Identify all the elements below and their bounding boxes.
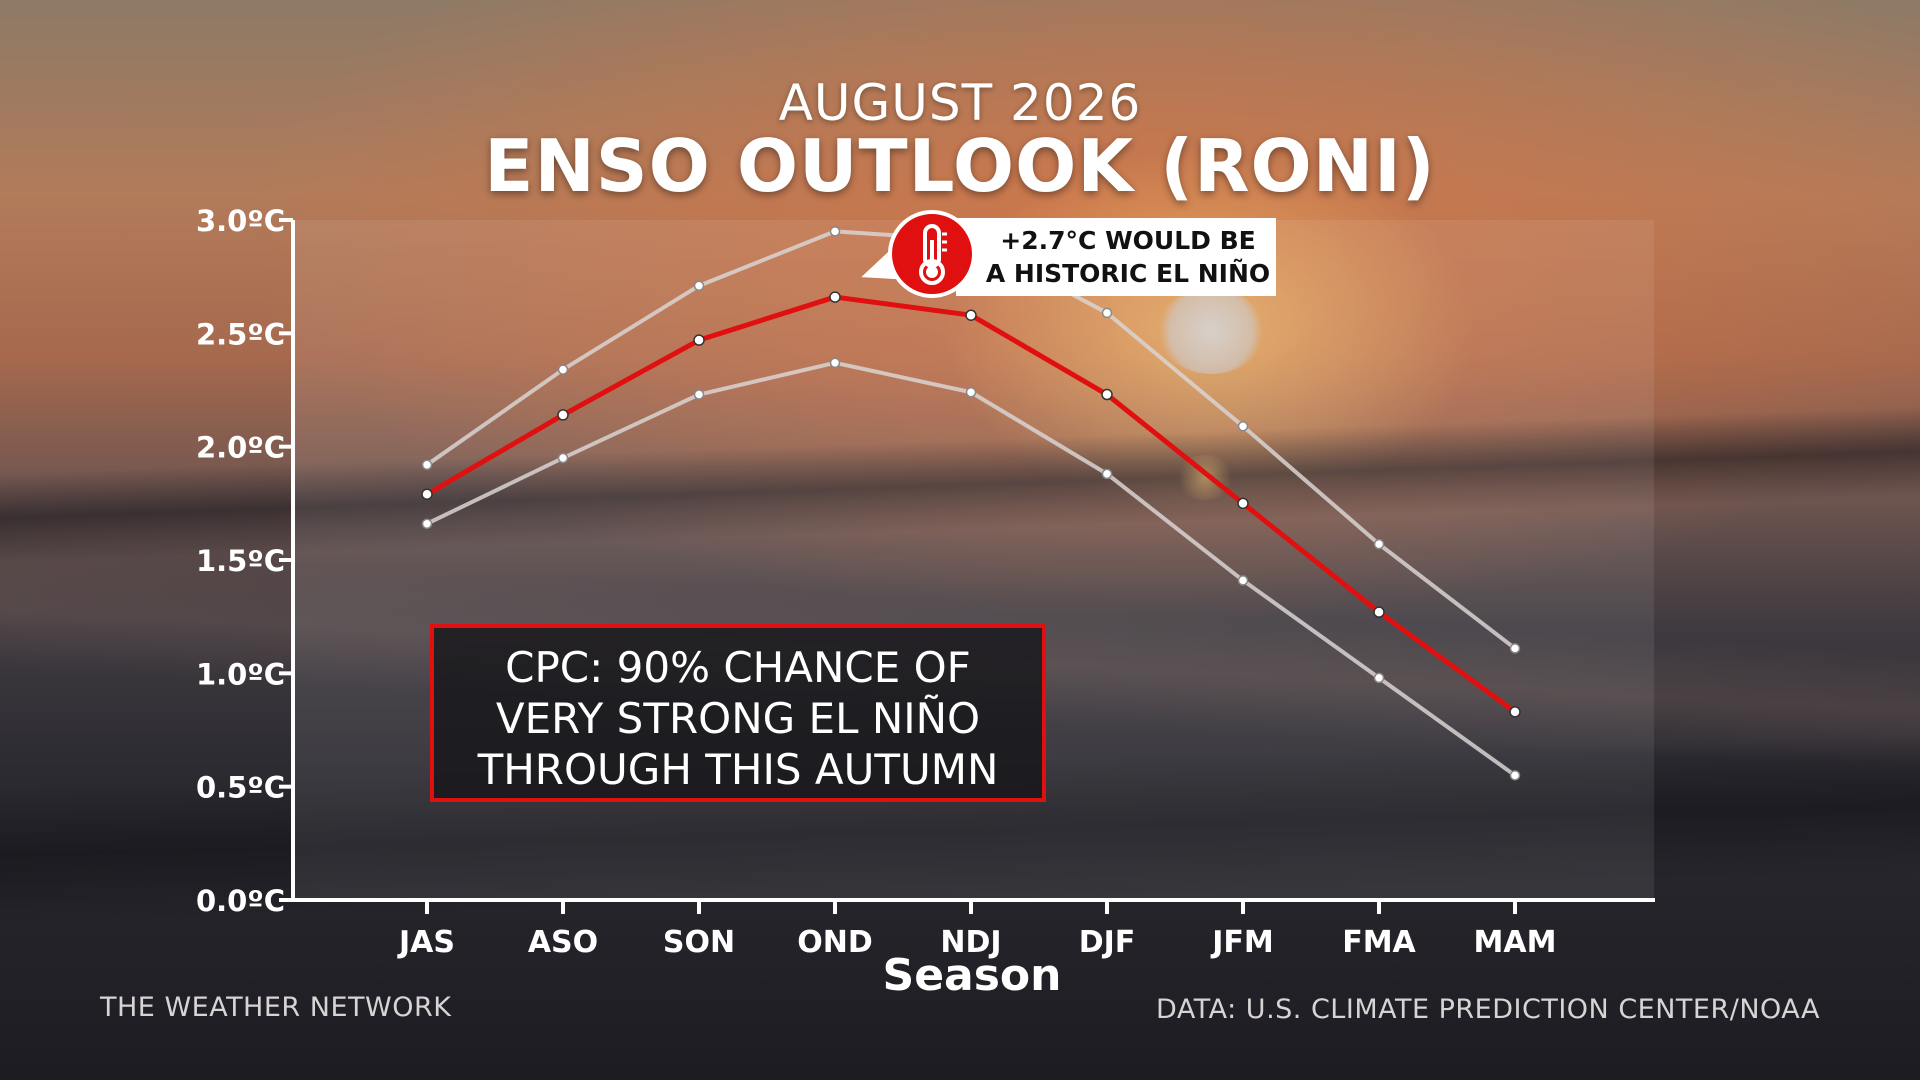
callout-line-1: +2.7°C WOULD BE bbox=[1000, 226, 1256, 255]
lower-data-point bbox=[965, 387, 977, 398]
lower-data-point bbox=[557, 452, 569, 464]
upper-data-point bbox=[557, 364, 569, 375]
y-tick-label: 2.0ºC bbox=[196, 431, 285, 465]
cpc-line-1: CPC: 90% CHANCE OF bbox=[505, 643, 971, 692]
lower-data-point bbox=[1509, 770, 1521, 781]
forecast-data-point bbox=[1373, 606, 1385, 618]
lower-data-point bbox=[1373, 672, 1385, 684]
sun-reflection bbox=[1175, 455, 1235, 500]
upper-data-point bbox=[1509, 643, 1521, 654]
x-tick-label: FMA bbox=[1342, 925, 1416, 960]
cpc-line-2: VERY STRONG EL NIÑO bbox=[495, 694, 981, 743]
upper-data-point bbox=[1101, 307, 1113, 319]
forecast-data-point bbox=[829, 291, 841, 303]
x-tick-label: ASO bbox=[528, 925, 598, 960]
thermometer-icon bbox=[888, 210, 976, 298]
x-tick-label: SON bbox=[663, 925, 735, 960]
upper-data-point bbox=[829, 226, 841, 237]
lower-series bbox=[421, 357, 1521, 781]
upper-data-point bbox=[1373, 538, 1385, 550]
historic-el-nino-callout: +2.7°C WOULD BE A HISTORIC EL NIÑO bbox=[956, 218, 1276, 296]
y-tick-label: 0.5ºC bbox=[196, 771, 285, 805]
brand-credit: THE WEATHER NETWORK bbox=[100, 992, 452, 1023]
y-tick-label: 1.5ºC bbox=[196, 544, 285, 578]
upper-data-point bbox=[1237, 421, 1249, 432]
forecast-data-point bbox=[421, 488, 433, 501]
x-tick-label: NDJ bbox=[940, 925, 1001, 960]
forecast-data-point bbox=[557, 409, 569, 421]
y-tick-label: 2.5ºC bbox=[196, 317, 285, 351]
lower-data-point bbox=[1101, 468, 1113, 480]
forecast-data-point bbox=[693, 334, 705, 346]
x-tick-label: OND bbox=[797, 925, 873, 960]
data-source-credit: DATA: U.S. CLIMATE PREDICTION CENTER/NOA… bbox=[1156, 994, 1820, 1025]
x-axis-title: Season bbox=[883, 950, 1062, 1001]
cpc-probability-box: CPC: 90% CHANCE OF VERY STRONG EL NIÑO T… bbox=[430, 624, 1046, 802]
y-axis-ticks: 0.0ºC 0.5ºC 1.0ºC 1.5ºC 2.0ºC 2.5ºC 3.0ºC bbox=[196, 204, 293, 918]
forecast-data-point bbox=[965, 309, 977, 321]
y-tick-label: 1.0ºC bbox=[196, 657, 285, 691]
lower-data-point bbox=[1237, 575, 1249, 586]
sun-glow bbox=[1158, 288, 1264, 374]
cpc-line-3: THROUGH THIS AUTUMN bbox=[477, 745, 999, 794]
forecast-series bbox=[421, 291, 1521, 718]
x-axis-ticks: JAS ASO SON OND NDJ DJF JFM FMA MAM bbox=[397, 900, 1556, 960]
callout-line-2: A HISTORIC EL NIÑO bbox=[985, 259, 1271, 288]
upper-data-point bbox=[693, 280, 705, 291]
lower-data-point bbox=[693, 389, 705, 400]
chart-title: ENSO OUTLOOK (RONI) bbox=[484, 124, 1436, 208]
chart-subtitle: AUGUST 2026 bbox=[778, 74, 1142, 132]
x-tick-label: JAS bbox=[397, 925, 455, 960]
y-tick-label: 3.0ºC bbox=[196, 204, 285, 238]
forecast-data-point bbox=[1509, 706, 1521, 718]
x-tick-label: DJF bbox=[1079, 925, 1136, 960]
lower-data-point bbox=[421, 518, 433, 529]
lower-data-point bbox=[829, 357, 841, 369]
upper-data-point bbox=[421, 459, 433, 471]
forecast-data-point bbox=[1101, 388, 1113, 401]
forecast-data-point bbox=[1237, 497, 1249, 510]
x-tick-label: JFM bbox=[1210, 925, 1274, 960]
x-tick-label: MAM bbox=[1474, 925, 1557, 960]
y-tick-label: 0.0ºC bbox=[196, 884, 285, 918]
